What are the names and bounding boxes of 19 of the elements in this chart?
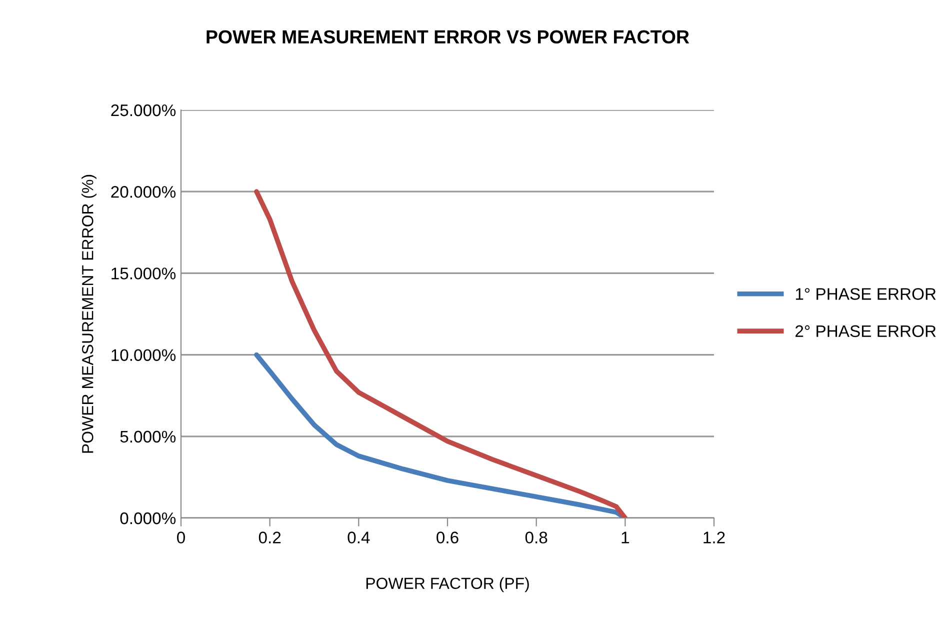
x-tick-label: 0.2 xyxy=(258,532,281,544)
x-tick-label: 1 xyxy=(622,532,629,544)
y-tick-label: 20.000% xyxy=(111,186,176,198)
y-axis-title: POWER MEASUREMENT ERROR (%) xyxy=(82,174,96,453)
y-tick-label: 15.000% xyxy=(112,268,176,280)
legend-label: 2° PHASE ERROR xyxy=(796,325,936,338)
x-tick-label: 0.8 xyxy=(525,532,548,544)
x-tick-label: 1.2 xyxy=(704,532,725,544)
y-tick-label: 5.000% xyxy=(120,430,176,443)
y-tick-label: 0.000% xyxy=(120,512,176,524)
line-series xyxy=(254,189,628,518)
y-tick-label: 10.000% xyxy=(112,349,176,362)
x-axis-title: POWER FACTOR (PF) xyxy=(366,577,529,592)
y-tick-label: 25.000% xyxy=(111,104,176,116)
x-tick-label: 0 xyxy=(177,532,185,544)
x-tick-label: 0.6 xyxy=(436,532,458,544)
chart-title: POWER MEASUREMENT ERROR VS POWER FACTOR xyxy=(206,30,690,44)
legend-label: 1° PHASE ERROR xyxy=(796,288,936,300)
x-tick-label: 0.4 xyxy=(348,532,370,544)
